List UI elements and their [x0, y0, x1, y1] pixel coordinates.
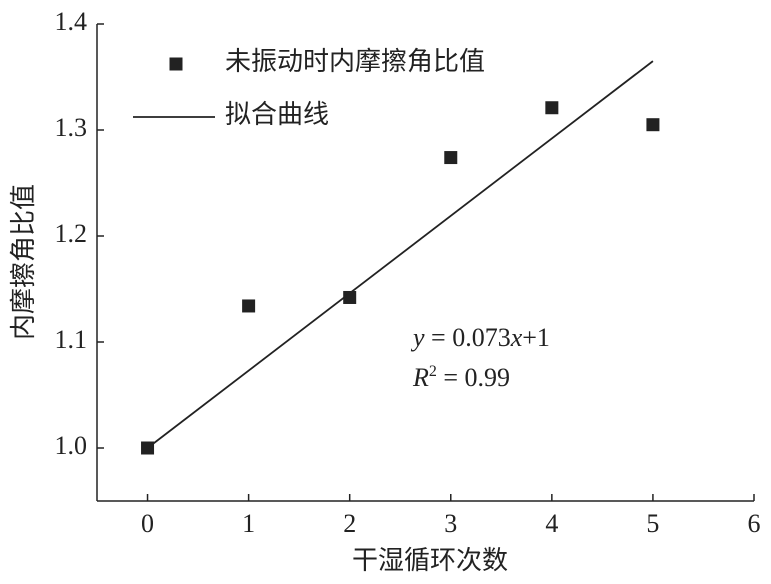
data-point: [646, 118, 660, 132]
y-tick-label: 1.3: [55, 113, 88, 142]
y-axis-label: 内摩擦角比值: [9, 184, 38, 340]
data-point: [242, 299, 256, 313]
data-point: [343, 290, 357, 304]
x-tick-label: 3: [444, 509, 457, 538]
data-point: [444, 151, 458, 165]
x-tick-label: 6: [748, 509, 761, 538]
legend-label: 拟合曲线: [225, 100, 329, 129]
x-tick-label: 4: [545, 509, 558, 538]
x-tick-label: 0: [141, 509, 154, 538]
annotation-part: 2: [429, 363, 437, 380]
x-axis-label: 干湿循环次数: [352, 546, 508, 575]
annotation-part: = 0.073: [425, 323, 511, 352]
annotation-part: y: [410, 323, 425, 352]
fit-line: [146, 60, 654, 449]
y-tick-label: 1.0: [55, 431, 88, 460]
y-tick-label: 1.1: [55, 325, 88, 354]
annotation: y = 0.073x+1: [410, 323, 550, 352]
x-tick-label: 5: [646, 509, 659, 538]
x-tick-label: 2: [343, 509, 356, 538]
annotation-part: = 0.99: [437, 363, 510, 392]
annotation-part: R: [412, 363, 429, 392]
x-tick-label: 1: [242, 509, 255, 538]
legend-marker: [169, 57, 183, 71]
y-tick-label: 1.4: [55, 7, 88, 36]
y-tick-label: 1.2: [55, 219, 88, 248]
annotation: R2 = 0.99: [412, 363, 510, 392]
legend-label: 未振动时内摩擦角比值: [225, 47, 485, 76]
data-point: [545, 101, 559, 115]
annotation-part: +1: [522, 323, 550, 352]
annotation-part: x: [510, 323, 523, 352]
